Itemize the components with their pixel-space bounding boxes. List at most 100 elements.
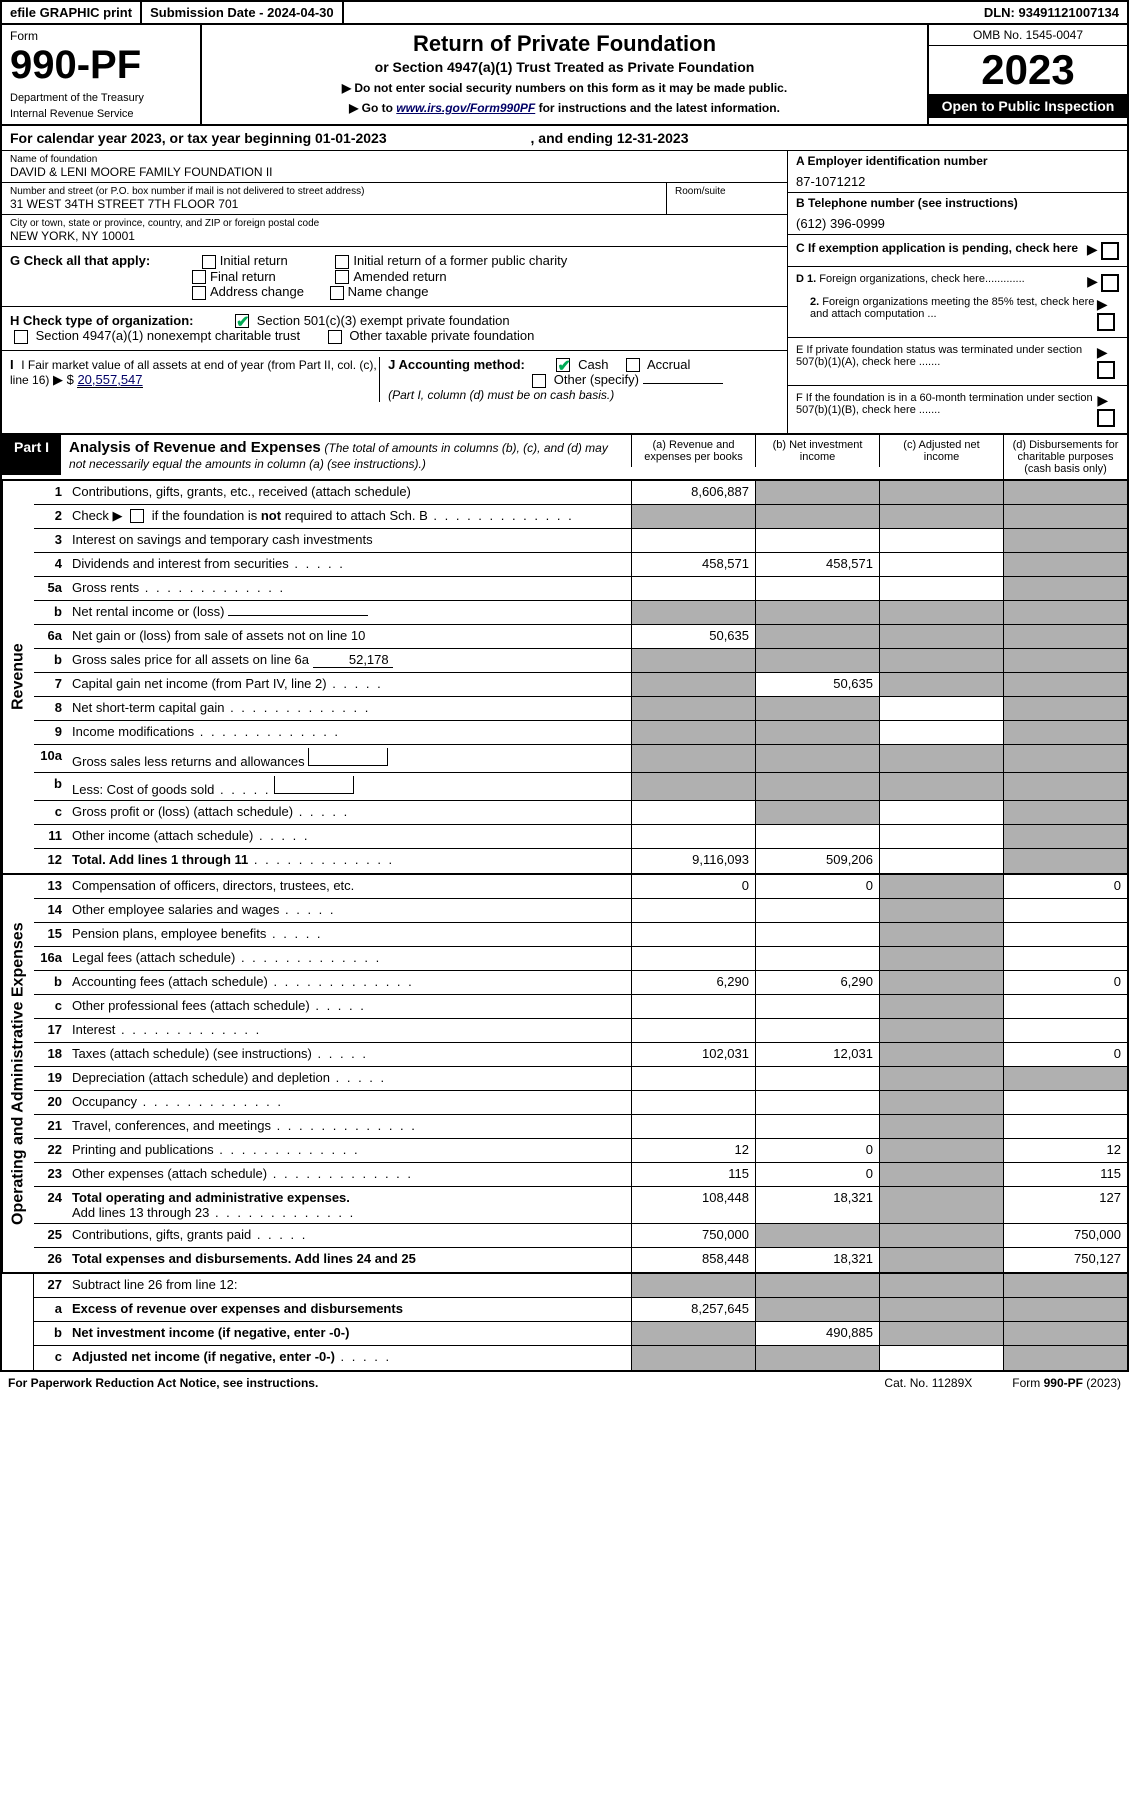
line-14: Other employee salaries and wages — [68, 899, 631, 922]
col-d-header: (d) Disbursements for charitable purpose… — [1003, 435, 1127, 479]
revenue-side-label: Revenue — [2, 481, 34, 873]
form-label: Form — [10, 29, 192, 43]
tax-year: 2023 — [929, 46, 1127, 94]
line-15: Pension plans, employee benefits — [68, 923, 631, 946]
footer-notice: For Paperwork Reduction Act Notice, see … — [8, 1376, 318, 1390]
checkbox-amended-return[interactable] — [335, 270, 349, 284]
line-6a-a: 50,635 — [631, 625, 755, 648]
line-1: Contributions, gifts, grants, etc., rece… — [68, 481, 631, 504]
checkbox-other-method[interactable] — [532, 374, 546, 388]
line-25: Contributions, gifts, grants paid — [68, 1224, 631, 1247]
foundation-name-row: Name of foundation DAVID & LENI MOORE FA… — [2, 151, 787, 183]
line-18-b: 12,031 — [755, 1043, 879, 1066]
line-17: Interest — [68, 1019, 631, 1042]
line-26-a: 858,448 — [631, 1248, 755, 1272]
col-a-header: (a) Revenue and expenses per books — [631, 435, 755, 467]
line-25-a: 750,000 — [631, 1224, 755, 1247]
checkbox-final-return[interactable] — [192, 270, 206, 284]
line-6a: Net gain or (loss) from sale of assets n… — [68, 625, 631, 648]
line-27c: Adjusted net income (if negative, enter … — [68, 1346, 631, 1370]
irs-link[interactable]: www.irs.gov/Form990PF — [396, 101, 535, 115]
phone-value: (612) 396-0999 — [796, 216, 1119, 231]
checkbox-initial-return-former[interactable] — [335, 255, 349, 269]
address-row: Number and street (or P.O. box number if… — [2, 183, 667, 214]
c-section: C If exemption application is pending, c… — [788, 235, 1127, 267]
part1-header: Part I Analysis of Revenue and Expenses … — [2, 435, 1127, 481]
checkbox-foreign-org[interactable] — [1101, 274, 1119, 292]
checkbox-cash[interactable] — [556, 358, 570, 372]
footer-cat-no: Cat. No. 11289X — [884, 1376, 972, 1390]
g-section: G Check all that apply: Initial return I… — [2, 247, 787, 307]
checkbox-4947[interactable] — [14, 330, 28, 344]
ein-row: A Employer identification number 87-1071… — [788, 151, 1127, 193]
checkbox-exemption-pending[interactable] — [1101, 242, 1119, 260]
line-16b-d: 0 — [1003, 971, 1127, 994]
line-26-b: 18,321 — [755, 1248, 879, 1272]
line-7-b: 50,635 — [755, 673, 879, 696]
line-23-a: 115 — [631, 1163, 755, 1186]
line-20: Occupancy — [68, 1091, 631, 1114]
line-4: Dividends and interest from securities — [68, 553, 631, 576]
line-6b-value: 52,178 — [313, 652, 393, 668]
line-23-b: 0 — [755, 1163, 879, 1186]
checkbox-501c3[interactable] — [235, 314, 249, 328]
line-23: Other expenses (attach schedule) — [68, 1163, 631, 1186]
form-year-block: OMB No. 1545-0047 2023 Open to Public In… — [927, 25, 1127, 124]
line-19: Depreciation (attach schedule) and deple… — [68, 1067, 631, 1090]
checkbox-accrual[interactable] — [626, 358, 640, 372]
checkbox-initial-return[interactable] — [202, 255, 216, 269]
checkbox-status-terminated[interactable] — [1097, 361, 1115, 379]
checkbox-name-change[interactable] — [330, 286, 344, 300]
line-16a: Legal fees (attach schedule) — [68, 947, 631, 970]
line-1-a: 8,606,887 — [631, 481, 755, 504]
checkbox-foreign-85[interactable] — [1097, 313, 1115, 331]
line-24-b: 18,321 — [755, 1187, 879, 1223]
col-c-header: (c) Adjusted net income — [879, 435, 1003, 467]
footer: For Paperwork Reduction Act Notice, see … — [0, 1372, 1129, 1394]
line-23-d: 115 — [1003, 1163, 1127, 1186]
line-27b: Net investment income (if negative, ente… — [68, 1322, 631, 1345]
line-16c: Other professional fees (attach schedule… — [68, 995, 631, 1018]
d-section: D 1. D 1. Foreign organizations, check h… — [788, 267, 1127, 338]
line-12-a: 9,116,093 — [631, 849, 755, 873]
street-address: 31 WEST 34TH STREET 7TH FLOOR 701 — [10, 197, 658, 211]
calendar-year-row: For calendar year 2023, or tax year begi… — [2, 126, 1127, 151]
line-27b-b: 490,885 — [755, 1322, 879, 1345]
checkbox-address-change[interactable] — [192, 286, 206, 300]
top-bar: efile GRAPHIC print Submission Date - 20… — [2, 2, 1127, 25]
foundation-name: DAVID & LENI MOORE FAMILY FOUNDATION II — [10, 165, 779, 179]
line-9: Income modifications — [68, 721, 631, 744]
line-22-b: 0 — [755, 1139, 879, 1162]
line-18-a: 102,031 — [631, 1043, 755, 1066]
line-18-d: 0 — [1003, 1043, 1127, 1066]
line-10c: Gross profit or (loss) (attach schedule) — [68, 801, 631, 824]
line-22-d: 12 — [1003, 1139, 1127, 1162]
checkbox-60-month[interactable] — [1097, 409, 1115, 427]
omb-number: OMB No. 1545-0047 — [929, 25, 1127, 46]
note-ssn: ▶ Do not enter social security numbers o… — [208, 81, 921, 95]
line-22: Printing and publications — [68, 1139, 631, 1162]
dept-irs: Internal Revenue Service — [10, 108, 192, 120]
dln: DLN: 93491121007134 — [976, 2, 1127, 23]
line-21: Travel, conferences, and meetings — [68, 1115, 631, 1138]
line-24: Total operating and administrative expen… — [68, 1187, 631, 1223]
e-section: E If private foundation status was termi… — [788, 338, 1127, 386]
form-title-block: Return of Private Foundation or Section … — [202, 25, 927, 124]
open-public-badge: Open to Public Inspection — [929, 94, 1127, 118]
fmv-assets[interactable]: 20,557,547 — [77, 372, 142, 388]
line-8: Net short-term capital gain — [68, 697, 631, 720]
line-4-a: 458,571 — [631, 553, 755, 576]
line-26-d: 750,127 — [1003, 1248, 1127, 1272]
line-16b-a: 6,290 — [631, 971, 755, 994]
form-subtitle: or Section 4947(a)(1) Trust Treated as P… — [208, 59, 921, 75]
form-header: Form 990-PF Department of the Treasury I… — [2, 25, 1127, 126]
line-16b-b: 6,290 — [755, 971, 879, 994]
line-18: Taxes (attach schedule) (see instruction… — [68, 1043, 631, 1066]
checkbox-sch-b[interactable] — [130, 509, 144, 523]
form-number: 990-PF — [10, 43, 192, 88]
line-27a: Excess of revenue over expenses and disb… — [68, 1298, 631, 1321]
revenue-table: Revenue 1Contributions, gifts, grants, e… — [2, 481, 1127, 875]
note-link: ▶ Go to www.irs.gov/Form990PF for instru… — [208, 101, 921, 115]
checkbox-other-taxable[interactable] — [328, 330, 342, 344]
line-5a: Gross rents — [68, 577, 631, 600]
